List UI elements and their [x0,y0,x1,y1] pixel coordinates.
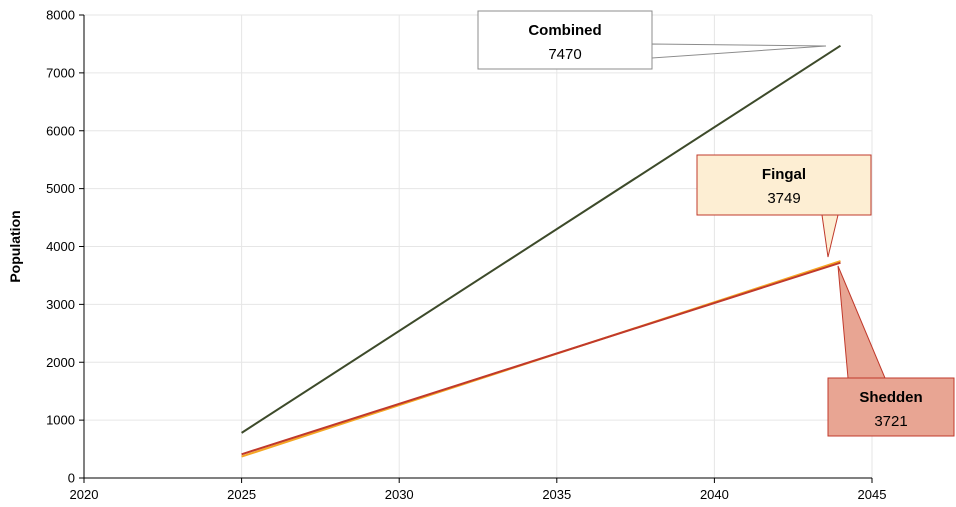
x-tick-label: 2030 [385,487,414,502]
callout-pointer [837,265,886,379]
callout-value: 7470 [548,46,581,63]
grid-lines [84,14,873,478]
x-tick-label: 2020 [70,487,99,502]
x-tick-label: 2025 [227,487,256,502]
callout-value: 3749 [767,190,800,207]
callout-fingal: Fingal 3749 [696,154,872,258]
data-callouts: Combined 7470 Fingal 3749 Shedden 3721 [477,10,955,437]
y-axis-title: Population [7,210,23,282]
y-tick-label: 7000 [46,65,75,80]
y-tick-label: 3000 [46,297,75,312]
x-tick-label: 2045 [858,487,887,502]
callout-box [827,377,955,437]
callout-label: Combined [528,22,601,39]
y-tick-label: 0 [68,471,75,486]
series-line-combined [241,44,842,434]
y-tick-label: 6000 [46,123,75,138]
x-tick-label: 2035 [542,487,571,502]
callout-label: Fingal [762,166,806,183]
y-tick-label: 1000 [46,413,75,428]
callout-pointer [651,43,827,59]
callout-pointer [821,214,839,258]
y-axis-ticks: 0 1000 2000 3000 4000 5000 6000 7000 8000 [46,8,84,486]
callout-value: 3721 [874,413,907,430]
callout-shedden: Shedden 3721 [827,265,955,437]
callout-box [696,154,872,216]
y-tick-label: 4000 [46,239,75,254]
y-tick-label: 5000 [46,181,75,196]
x-axis-ticks: 2020 2025 2030 2035 2040 2045 [70,478,887,502]
callout-label: Shedden [859,389,922,406]
series-line-shedden [241,261,841,456]
x-tick-label: 2040 [700,487,729,502]
callout-box [477,10,653,70]
y-tick-label: 2000 [46,355,75,370]
series-lines [241,44,842,458]
callout-combined: Combined 7470 [477,10,827,70]
y-tick-label: 8000 [46,8,75,23]
